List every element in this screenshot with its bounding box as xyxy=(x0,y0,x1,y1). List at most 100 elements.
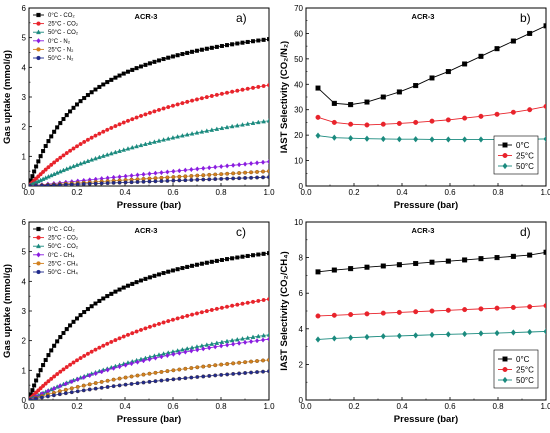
data-point xyxy=(68,362,73,367)
data-point xyxy=(364,135,370,142)
panel-b: 0.0 0.2 0.4 0.6 0.8 1.0 0 10 20 30 40 50 60 70 Pressur… xyxy=(279,4,550,211)
y-tick-label: 1 xyxy=(22,366,27,375)
data-point xyxy=(204,309,209,314)
data-point xyxy=(97,84,102,89)
x-tick-label: 0.4 xyxy=(119,188,131,197)
data-point xyxy=(105,181,110,186)
legend-marker xyxy=(502,142,508,148)
data-point xyxy=(93,347,98,352)
data-point xyxy=(267,369,269,374)
data-point xyxy=(348,334,354,341)
data-point xyxy=(240,301,245,306)
data-point xyxy=(235,302,240,307)
data-point xyxy=(209,127,215,132)
data-point xyxy=(396,309,402,315)
data-point xyxy=(261,37,266,42)
data-point xyxy=(245,335,251,340)
data-point xyxy=(78,356,83,361)
data-point xyxy=(194,311,199,316)
data-point xyxy=(87,387,92,392)
data-point xyxy=(105,367,110,373)
data-point xyxy=(143,112,148,117)
data-point xyxy=(121,71,126,76)
data-point xyxy=(175,316,180,321)
legend-label: 50°C xyxy=(516,162,534,171)
data-point xyxy=(194,97,199,102)
data-point xyxy=(43,358,48,363)
data-point xyxy=(364,264,370,270)
data-point xyxy=(240,40,245,45)
data-point xyxy=(93,370,98,377)
data-point xyxy=(229,337,235,343)
panel-a: 0.0 0.2 0.4 0.6 0.8 1.0 0 1 2 3 4 5 6 Pressure (bar) G… xyxy=(2,4,275,211)
y-tick-label: 0 xyxy=(22,396,27,405)
data-point xyxy=(380,263,386,269)
y-tick-label: 0 xyxy=(299,182,304,191)
data-point xyxy=(161,351,166,356)
data-point xyxy=(260,159,266,165)
data-point xyxy=(156,321,161,326)
data-point xyxy=(171,377,176,382)
series-0 xyxy=(315,249,546,275)
data-point xyxy=(180,52,185,57)
data-point xyxy=(46,139,51,144)
data-point xyxy=(171,351,176,357)
y-tick-label: 20 xyxy=(294,131,303,140)
data-point xyxy=(153,379,158,384)
data-point xyxy=(184,132,190,137)
data-point xyxy=(331,312,337,318)
data-point xyxy=(249,338,254,345)
data-point xyxy=(510,304,516,310)
data-point xyxy=(204,95,209,100)
data-point xyxy=(89,157,94,162)
x-tick-label: 0.8 xyxy=(215,188,227,197)
data-point xyxy=(199,261,204,266)
data-point xyxy=(185,99,190,104)
data-point xyxy=(49,162,54,167)
data-point xyxy=(225,362,230,366)
data-point xyxy=(207,172,212,177)
data-point xyxy=(97,154,102,160)
data-point xyxy=(331,100,337,106)
data-point xyxy=(177,376,182,381)
data-point xyxy=(194,262,199,267)
data-point xyxy=(190,312,195,317)
data-point xyxy=(249,370,254,375)
data-point xyxy=(462,61,468,67)
data-point xyxy=(256,84,261,89)
data-point xyxy=(267,169,269,174)
data-point xyxy=(219,176,224,181)
data-point xyxy=(111,180,116,185)
data-point xyxy=(225,372,230,377)
data-point xyxy=(153,179,158,184)
data-point xyxy=(214,258,219,263)
data-point xyxy=(113,75,118,80)
data-point xyxy=(109,339,114,344)
data-point xyxy=(33,183,38,186)
data-point xyxy=(105,385,110,389)
data-point xyxy=(153,355,158,361)
data-point xyxy=(111,377,116,382)
data-point xyxy=(261,369,265,374)
x-tick-label: 0.8 xyxy=(492,188,504,197)
data-point xyxy=(177,178,182,183)
data-point xyxy=(207,363,212,368)
data-point xyxy=(113,289,118,294)
data-point xyxy=(199,310,204,315)
data-point xyxy=(380,333,386,340)
y-tick-label: 5 xyxy=(22,248,27,257)
data-point xyxy=(161,271,166,276)
data-point xyxy=(245,39,250,44)
data-point xyxy=(195,173,200,178)
data-point xyxy=(171,175,176,180)
x-tick-label: 0.0 xyxy=(23,402,35,411)
x-axis-label: Pressure (bar) xyxy=(117,414,181,425)
y-tick-label: 2 xyxy=(299,360,304,369)
data-point xyxy=(130,281,135,286)
y-tick-label: 2 xyxy=(22,337,27,346)
data-point xyxy=(171,168,176,174)
data-point xyxy=(38,368,43,373)
data-point xyxy=(510,109,516,115)
data-point xyxy=(99,181,104,186)
data-point xyxy=(129,173,134,179)
